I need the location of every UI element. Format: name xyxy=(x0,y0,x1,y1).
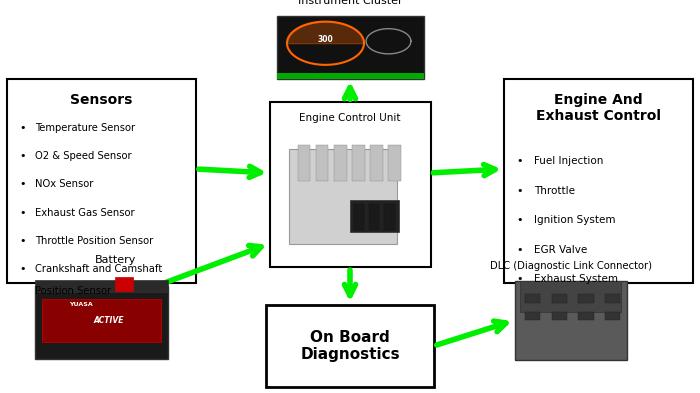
FancyBboxPatch shape xyxy=(35,285,168,359)
FancyBboxPatch shape xyxy=(370,145,383,181)
Text: Ignition System: Ignition System xyxy=(534,215,615,225)
Text: O2 & Speed Sensor: O2 & Speed Sensor xyxy=(35,151,132,161)
Text: •: • xyxy=(20,208,26,218)
FancyBboxPatch shape xyxy=(276,16,424,79)
FancyBboxPatch shape xyxy=(270,102,430,267)
Text: Position Sensor: Position Sensor xyxy=(35,286,111,296)
Text: •: • xyxy=(517,244,523,255)
Text: •: • xyxy=(20,236,26,246)
FancyBboxPatch shape xyxy=(354,204,364,230)
FancyBboxPatch shape xyxy=(389,145,401,181)
FancyBboxPatch shape xyxy=(42,299,161,342)
FancyBboxPatch shape xyxy=(266,305,434,387)
FancyBboxPatch shape xyxy=(605,312,620,320)
Text: •: • xyxy=(20,264,26,274)
Text: •: • xyxy=(517,185,523,196)
Text: •: • xyxy=(20,179,26,189)
FancyBboxPatch shape xyxy=(525,294,540,303)
FancyBboxPatch shape xyxy=(504,79,693,283)
Text: Engine Control Unit: Engine Control Unit xyxy=(300,113,400,123)
Text: Instrument Cluster: Instrument Cluster xyxy=(298,0,402,6)
Text: Temperature Sensor: Temperature Sensor xyxy=(35,123,135,133)
FancyBboxPatch shape xyxy=(384,204,395,230)
Text: Exhaust System: Exhaust System xyxy=(534,274,618,284)
Text: On Board
Diagnostics: On Board Diagnostics xyxy=(300,330,400,362)
Text: •: • xyxy=(517,156,523,166)
FancyBboxPatch shape xyxy=(525,312,540,320)
Text: •: • xyxy=(517,274,523,284)
Text: EGR Valve: EGR Valve xyxy=(534,244,587,255)
FancyBboxPatch shape xyxy=(116,277,133,291)
Text: ACTIVE: ACTIVE xyxy=(93,316,124,325)
FancyBboxPatch shape xyxy=(35,280,168,292)
FancyBboxPatch shape xyxy=(369,204,379,230)
Text: NOx Sensor: NOx Sensor xyxy=(35,179,93,189)
FancyBboxPatch shape xyxy=(520,281,621,312)
FancyBboxPatch shape xyxy=(352,145,365,181)
FancyBboxPatch shape xyxy=(514,281,626,360)
FancyBboxPatch shape xyxy=(605,294,620,303)
FancyBboxPatch shape xyxy=(578,312,594,320)
FancyBboxPatch shape xyxy=(350,200,399,232)
Text: Crankshaft and Camshaft: Crankshaft and Camshaft xyxy=(35,264,162,274)
FancyBboxPatch shape xyxy=(552,294,567,303)
Text: Sensors: Sensors xyxy=(70,93,133,107)
FancyBboxPatch shape xyxy=(334,145,346,181)
FancyBboxPatch shape xyxy=(552,312,567,320)
Text: DLC (Diagnostic Link Connector): DLC (Diagnostic Link Connector) xyxy=(489,261,652,271)
Text: Throttle: Throttle xyxy=(534,185,575,196)
Text: YUASA: YUASA xyxy=(69,302,92,307)
Text: Fuel Injection: Fuel Injection xyxy=(534,156,603,166)
Text: •: • xyxy=(20,123,26,133)
Text: Engine And
Exhaust Control: Engine And Exhaust Control xyxy=(536,93,661,123)
FancyBboxPatch shape xyxy=(7,79,196,283)
FancyBboxPatch shape xyxy=(578,294,594,303)
FancyBboxPatch shape xyxy=(316,145,328,181)
Text: 300: 300 xyxy=(318,35,333,44)
Text: Battery: Battery xyxy=(94,255,136,265)
FancyBboxPatch shape xyxy=(298,145,310,181)
Text: Throttle Position Sensor: Throttle Position Sensor xyxy=(35,236,153,246)
Text: •: • xyxy=(20,151,26,161)
Text: Exhaust Gas Sensor: Exhaust Gas Sensor xyxy=(35,208,134,218)
Text: •: • xyxy=(517,215,523,225)
FancyBboxPatch shape xyxy=(288,149,398,244)
FancyBboxPatch shape xyxy=(276,73,424,79)
